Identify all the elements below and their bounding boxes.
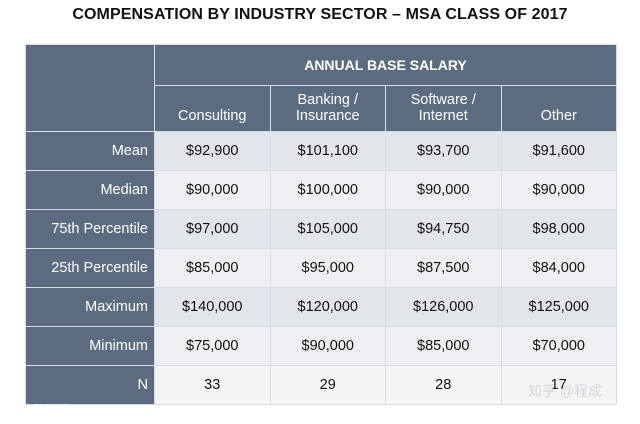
watermark-logo-icon (2, 402, 18, 419)
table-cell: 33 (154, 365, 271, 405)
table-row: Median $90,000 $100,000 $90,000 $90,000 (25, 170, 617, 210)
group-header-row: ANNUAL BASE SALARY (25, 44, 617, 132)
row-label: N (25, 365, 155, 405)
row-label: Minimum (25, 326, 155, 366)
table-row: N 33 29 28 17 (25, 365, 617, 405)
row-label: Median (25, 170, 155, 210)
column-header-banking: Banking / Insurance (269, 85, 386, 132)
watermark-left-text: 大数跨境 (21, 403, 70, 417)
table-row: 25th Percentile $85,000 $95,000 $87,500 … (25, 248, 617, 288)
table-cell: $120,000 (269, 287, 386, 327)
table-row: Mean $92,900 $101,100 $93,700 $91,600 (25, 131, 617, 171)
table-cell: 17 (500, 365, 617, 405)
table-cell: $90,000 (269, 326, 386, 366)
table-cell: 28 (385, 365, 502, 405)
table-cell: $94,750 (385, 209, 502, 249)
table-cell: $70,000 (500, 326, 617, 366)
group-header: ANNUAL BASE SALARY (154, 44, 617, 86)
row-label: 75th Percentile (25, 209, 155, 249)
table-cell: $93,700 (385, 131, 502, 171)
table-cell: $85,000 (154, 248, 271, 288)
table-cell: $97,000 (154, 209, 271, 249)
table-row: Maximum $140,000 $120,000 $126,000 $125,… (25, 287, 617, 327)
table-cell: $125,000 (500, 287, 617, 327)
table-cell: $90,000 (385, 170, 502, 210)
row-label: Mean (25, 131, 155, 171)
table-cell: 29 (269, 365, 386, 405)
column-header-software: Software / Internet (385, 85, 502, 132)
table-row: Minimum $75,000 $90,000 $85,000 $70,000 (25, 326, 617, 366)
table-cell: $126,000 (385, 287, 502, 327)
table-cell: $90,000 (500, 170, 617, 210)
table-cell: $91,600 (500, 131, 617, 171)
corner-cell (25, 44, 155, 132)
table-cell: $105,000 (269, 209, 386, 249)
table-cell: $101,100 (269, 131, 386, 171)
watermark-left: 大数跨境 (2, 401, 69, 419)
row-label: Maximum (25, 287, 155, 327)
table-cell: $140,000 (154, 287, 271, 327)
watermark-right: 知乎 @程成 (528, 383, 603, 399)
table-cell: $75,000 (154, 326, 271, 366)
compensation-table: ANNUAL BASE SALARY Consulting Banking / I… (25, 44, 617, 405)
column-header-consulting: Consulting (154, 85, 271, 132)
column-header-row: Consulting Banking / Insurance Software /… (26, 85, 617, 132)
table-cell: $84,000 (500, 248, 617, 288)
table-cell: $85,000 (385, 326, 502, 366)
table-cell: $98,000 (500, 209, 617, 249)
table-cell: $87,500 (385, 248, 502, 288)
table-row: 75th Percentile $97,000 $105,000 $94,750… (25, 209, 617, 249)
column-header-other: Other (500, 85, 617, 132)
row-label: 25th Percentile (25, 248, 155, 288)
table-cell: $100,000 (269, 170, 386, 210)
table-cell: $92,900 (154, 131, 271, 171)
table-cell: $95,000 (269, 248, 386, 288)
page-title: COMPENSATION BY INDUSTRY SECTOR – MSA CL… (72, 6, 568, 23)
table-cell: $90,000 (154, 170, 271, 210)
